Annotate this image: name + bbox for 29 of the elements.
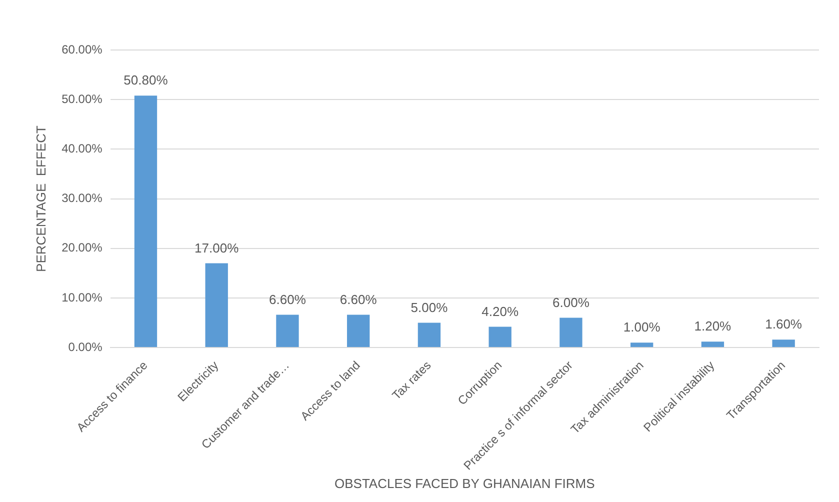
data-label: 17.00% xyxy=(194,240,240,256)
data-label: 6.00% xyxy=(552,294,590,310)
data-label: 1.20% xyxy=(694,318,732,334)
bar xyxy=(205,263,228,348)
y-axis-title: PERCENTAGE EFFECT xyxy=(33,126,48,272)
data-label: 5.00% xyxy=(410,300,448,315)
bar xyxy=(418,322,441,348)
data-label: 6.60% xyxy=(269,292,306,307)
y-tick-label: 10.00% xyxy=(62,290,103,304)
bar xyxy=(134,96,158,348)
data-label: 1.60% xyxy=(765,316,802,332)
y-tick-label: 50.00% xyxy=(62,92,103,106)
data-label: 6.60% xyxy=(340,292,378,307)
bar xyxy=(347,314,370,348)
x-axis-title: OBSTACLES FACED BY GHANAIAN FIRMS xyxy=(334,476,596,491)
bar xyxy=(772,340,795,348)
y-tick-label: 20.00% xyxy=(62,240,103,255)
bar xyxy=(560,318,582,348)
y-tick-label: 40.00% xyxy=(62,141,103,156)
y-tick-label: 60.00% xyxy=(62,42,103,56)
bar xyxy=(276,314,299,348)
y-tick-label: 0.00% xyxy=(68,340,103,354)
bar xyxy=(701,342,724,348)
data-label: 4.20% xyxy=(482,304,519,319)
bar xyxy=(488,326,512,348)
y-tick-label: 30.00% xyxy=(62,191,103,206)
data-label: 50.80% xyxy=(124,72,168,88)
bar xyxy=(630,342,654,348)
data-label: 1.00% xyxy=(623,320,661,335)
